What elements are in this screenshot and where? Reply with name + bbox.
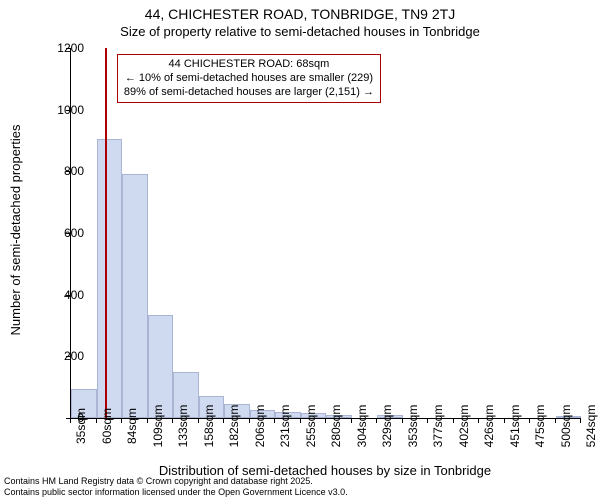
histogram-bar: [148, 315, 174, 418]
chart-container: 44, CHICHESTER ROAD, TONBRIDGE, TN9 2TJ …: [0, 0, 600, 500]
chart-title-line1: 44, CHICHESTER ROAD, TONBRIDGE, TN9 2TJ: [0, 6, 600, 22]
footer-line2: Contains public sector information licen…: [4, 487, 348, 498]
x-tick-mark: [325, 418, 326, 423]
x-tick-label: 377sqm: [431, 405, 445, 448]
x-tick-mark: [274, 418, 275, 423]
y-axis-label: Number of semi-detached properties: [8, 19, 23, 230]
x-tick-mark: [172, 418, 173, 423]
y-tick-label: 1200: [44, 41, 84, 55]
x-tick-mark: [96, 418, 97, 423]
x-tick-label: 133sqm: [176, 405, 190, 448]
x-tick-mark: [555, 418, 556, 423]
x-tick-mark: [147, 418, 148, 423]
x-tick-label: 329sqm: [380, 405, 394, 448]
x-tick-label: 182sqm: [227, 405, 241, 448]
histogram-bar: [122, 174, 148, 418]
histogram-bar: [97, 139, 123, 418]
x-tick-label: 500sqm: [559, 405, 573, 448]
x-tick-mark: [504, 418, 505, 423]
annotation-box: 44 CHICHESTER ROAD: 68sqm← 10% of semi-d…: [117, 54, 381, 103]
reference-line: [105, 48, 107, 418]
x-tick-mark: [529, 418, 530, 423]
x-axis-ticks: 35sqm60sqm84sqm109sqm133sqm158sqm182sqm2…: [70, 418, 580, 468]
y-tick-label: 600: [44, 226, 84, 240]
y-tick-label: 0: [44, 411, 84, 425]
y-tick-label: 200: [44, 349, 84, 363]
footer-line1: Contains HM Land Registry data © Crown c…: [4, 476, 348, 487]
x-tick-mark: [453, 418, 454, 423]
x-tick-mark: [300, 418, 301, 423]
annotation-line: 44 CHICHESTER ROAD: 68sqm: [124, 58, 374, 72]
x-tick-label: 206sqm: [253, 405, 267, 448]
x-tick-label: 280sqm: [329, 405, 343, 448]
y-tick-label: 800: [44, 164, 84, 178]
x-tick-label: 60sqm: [100, 408, 114, 444]
x-tick-label: 84sqm: [125, 408, 139, 444]
x-tick-label: 524sqm: [584, 405, 598, 448]
chart-title-line2: Size of property relative to semi-detach…: [0, 24, 600, 39]
x-tick-mark: [249, 418, 250, 423]
x-tick-label: 475sqm: [533, 405, 547, 448]
annotation-line: 89% of semi-detached houses are larger (…: [124, 86, 374, 100]
x-tick-mark: [198, 418, 199, 423]
x-tick-label: 109sqm: [151, 405, 165, 448]
x-tick-label: 451sqm: [508, 405, 522, 448]
x-tick-mark: [223, 418, 224, 423]
x-tick-label: 353sqm: [406, 405, 420, 448]
attribution-footer: Contains HM Land Registry data © Crown c…: [0, 474, 352, 500]
x-tick-label: 304sqm: [355, 405, 369, 448]
x-tick-mark: [580, 418, 581, 423]
y-tick-label: 400: [44, 288, 84, 302]
x-tick-mark: [351, 418, 352, 423]
x-tick-label: 255sqm: [304, 405, 318, 448]
x-tick-mark: [402, 418, 403, 423]
x-tick-label: 402sqm: [457, 405, 471, 448]
x-tick-mark: [121, 418, 122, 423]
x-tick-mark: [376, 418, 377, 423]
x-tick-label: 231sqm: [278, 405, 292, 448]
plot-area: 44 CHICHESTER ROAD: 68sqm← 10% of semi-d…: [70, 48, 581, 419]
y-tick-label: 1000: [44, 103, 84, 117]
x-tick-mark: [427, 418, 428, 423]
x-tick-label: 158sqm: [202, 405, 216, 448]
x-tick-label: 426sqm: [482, 405, 496, 448]
x-tick-mark: [478, 418, 479, 423]
annotation-line: ← 10% of semi-detached houses are smalle…: [124, 72, 374, 86]
